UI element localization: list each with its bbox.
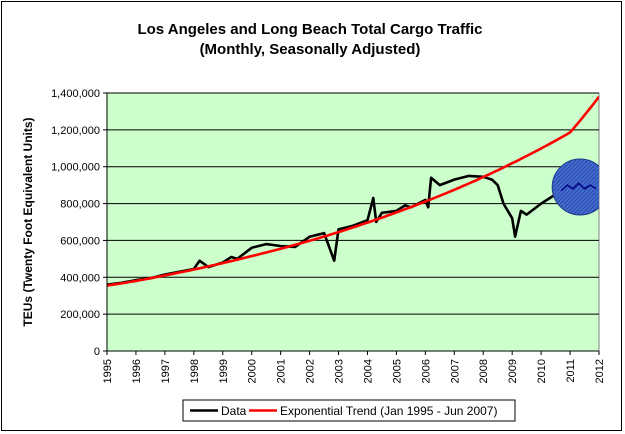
y-axis-label: TEUs (Twenty Foot Equivalent Units) [21, 117, 35, 326]
chart-title: Los Angeles and Long Beach Total Cargo T… [137, 21, 482, 38]
x-tick-label: 1995 [102, 359, 114, 383]
x-tick-label: 2009 [507, 359, 519, 383]
y-tick-label: 800,000 [60, 199, 100, 211]
x-tick-label: 2011 [565, 359, 577, 383]
y-tick-label: 1,000,000 [51, 162, 100, 174]
x-tick-label: 2003 [334, 359, 346, 383]
x-tick-label: 1996 [131, 359, 143, 383]
y-gridlines [107, 92, 599, 315]
x-tick-label: 2001 [276, 359, 288, 383]
highlight-series-line [560, 182, 597, 192]
x-tick-label: 1997 [160, 359, 172, 383]
data-series-line [107, 174, 557, 286]
x-tick-label: 2010 [536, 359, 548, 383]
legend-data-label: Data [221, 404, 247, 418]
x-tick-label: 2005 [391, 359, 403, 383]
y-tick-label: 0 [94, 346, 100, 358]
x-tick-label: 2000 [247, 359, 259, 383]
x-tick-label: 2007 [449, 359, 461, 383]
y-tick-label: 400,000 [60, 272, 100, 284]
y-tick-label: 1,400,000 [51, 88, 100, 100]
x-tick-label: 2012 [594, 359, 606, 383]
legend-box [182, 399, 516, 422]
legend-trend-label: Exponential Trend (Jan 1995 - Jun 2007) [280, 404, 497, 418]
y-axis-ticks: 0 200,000 400,000 600,000 800,000 1,000,000 1,… [51, 88, 107, 358]
highlight-circle [551, 158, 599, 216]
x-tick-label: 1999 [218, 359, 230, 383]
x-tick-label: 2006 [420, 359, 432, 383]
plot-area [106, 92, 600, 352]
y-tick-label: 200,000 [60, 309, 100, 321]
x-tick-label: 1998 [189, 359, 201, 383]
x-tick-label: 2002 [305, 359, 317, 383]
y-tick-label: 600,000 [60, 235, 100, 247]
x-axis-ticks: 1995 1996 1997 1998 1999 2000 2001 2002 2003 2004… [102, 351, 606, 383]
x-tick-label: 2008 [478, 359, 490, 383]
chart-subtitle: (Monthly, Seasonally Adjusted) [200, 41, 421, 58]
legend: Data Exponential Trend (Jan 1995 - Jun 2… [182, 399, 516, 422]
y-tick-label: 1,200,000 [51, 125, 100, 137]
x-tick-label: 2004 [362, 359, 374, 383]
trend-series-line [107, 95, 599, 287]
